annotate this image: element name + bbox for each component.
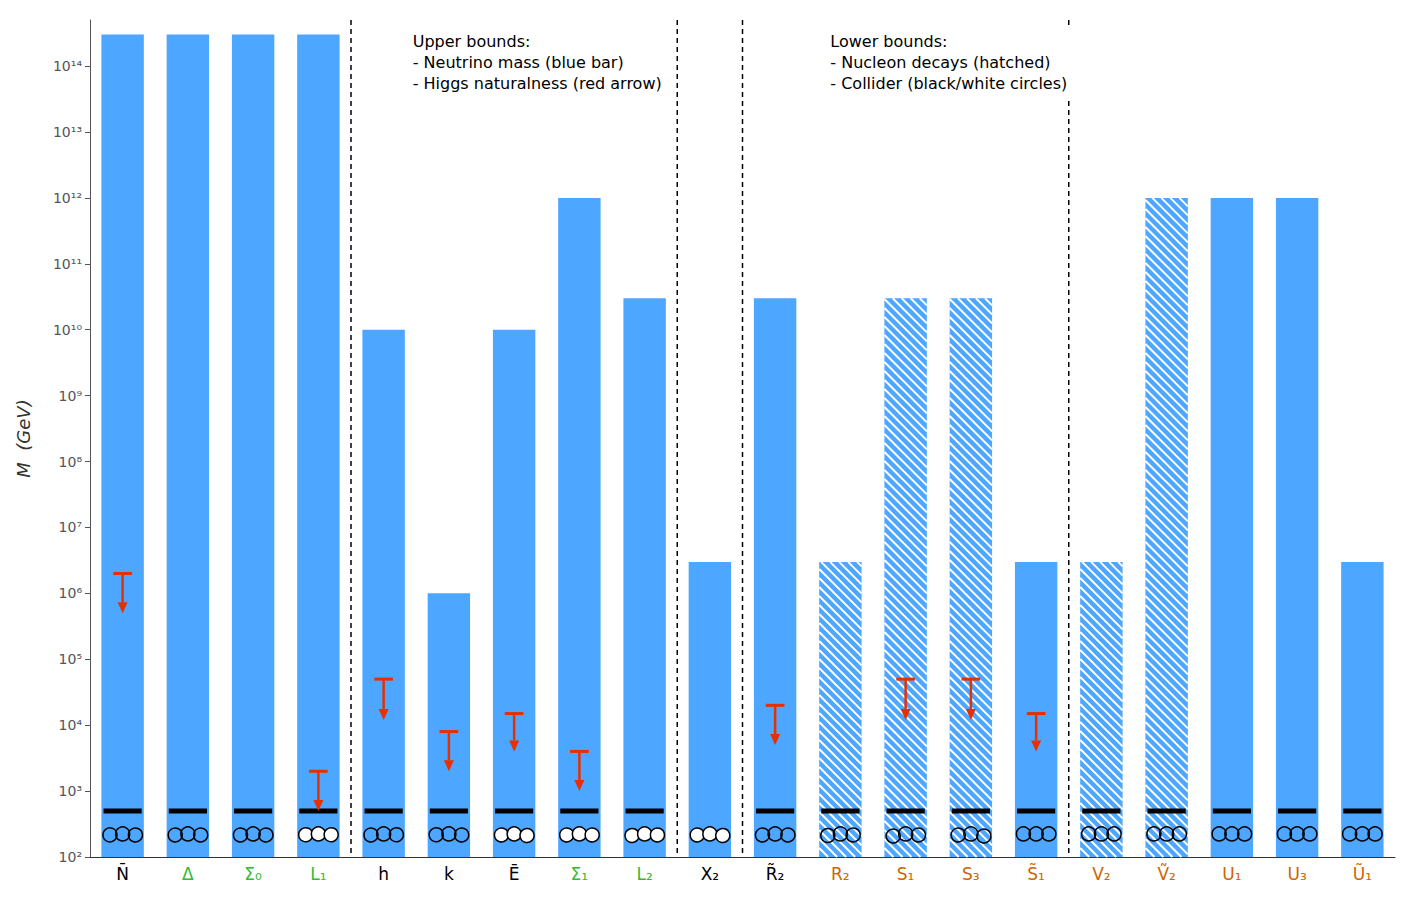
svg-text:10¹⁰: 10¹⁰ [53,322,82,338]
svg-text:10⁴: 10⁴ [59,717,83,733]
svg-text:Ṽ₂: Ṽ₂ [1157,863,1175,884]
svg-text:- Neutrino mass (blue bar): - Neutrino mass (blue bar) [413,53,624,72]
svg-text:10⁸: 10⁸ [59,454,83,470]
svg-text:k: k [444,864,454,884]
svg-text:- Nucleon decays (hatched): - Nucleon decays (hatched) [830,53,1050,72]
svg-text:10¹³: 10¹³ [53,124,82,140]
svg-text:L₂: L₂ [636,864,652,884]
svg-text:10⁷: 10⁷ [59,519,82,535]
svg-text:10⁹: 10⁹ [59,388,83,404]
svg-text:Σ̄₁: Σ̄₁ [571,864,589,884]
svg-text:- Higgs naturalness (red arrow: - Higgs naturalness (red arrow) [413,74,662,93]
svg-text:X₂: X₂ [701,864,719,884]
svg-text:- Collider (black/white circle: - Collider (black/white circles) [830,74,1067,93]
svg-text:M (GeV): M (GeV) [13,399,34,477]
svg-text:U₁: U₁ [1222,864,1241,884]
svg-text:R̃₂: R̃₂ [766,863,785,883]
svg-text:U₃: U₃ [1287,864,1306,884]
svg-text:10¹¹: 10¹¹ [53,256,82,272]
svg-text:Ē: Ē [509,863,520,884]
svg-text:L₁: L₁ [310,864,326,884]
svg-text:10¹²: 10¹² [53,190,82,206]
svg-text:Upper bounds:: Upper bounds: [413,32,531,51]
svg-text:S̃₁: S̃₁ [1027,863,1045,883]
svg-text:Δ: Δ [182,864,194,884]
svg-text:N̄: N̄ [116,862,129,883]
svg-text:10³: 10³ [59,783,82,799]
svg-text:10¹⁴: 10¹⁴ [53,58,82,74]
svg-text:10⁵: 10⁵ [59,651,82,667]
svg-text:Σ̄₀: Σ̄₀ [244,864,262,884]
svg-text:Ũ₁: Ũ₁ [1353,863,1372,884]
svg-text:S₁: S₁ [897,864,915,884]
svg-text:10²: 10² [59,849,82,865]
svg-text:S₃: S₃ [962,864,980,884]
svg-text:Lower bounds:: Lower bounds: [830,32,947,51]
svg-text:h: h [378,864,389,884]
svg-text:10⁶: 10⁶ [59,585,83,601]
svg-text:R₂: R₂ [831,864,850,884]
svg-text:V₂: V₂ [1092,864,1110,884]
